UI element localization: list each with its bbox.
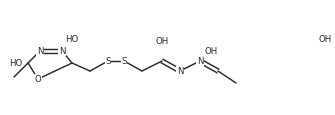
Text: HO: HO bbox=[9, 59, 22, 68]
Text: S: S bbox=[121, 57, 127, 66]
Text: S: S bbox=[105, 57, 111, 66]
Text: N: N bbox=[59, 47, 65, 56]
Text: OH: OH bbox=[155, 37, 169, 46]
Text: N: N bbox=[197, 57, 203, 66]
Text: HO: HO bbox=[65, 35, 79, 44]
Text: N: N bbox=[37, 47, 43, 56]
Text: O: O bbox=[35, 75, 42, 84]
Text: OH: OH bbox=[318, 35, 332, 44]
Text: N: N bbox=[177, 67, 183, 76]
Text: OH: OH bbox=[205, 47, 218, 56]
